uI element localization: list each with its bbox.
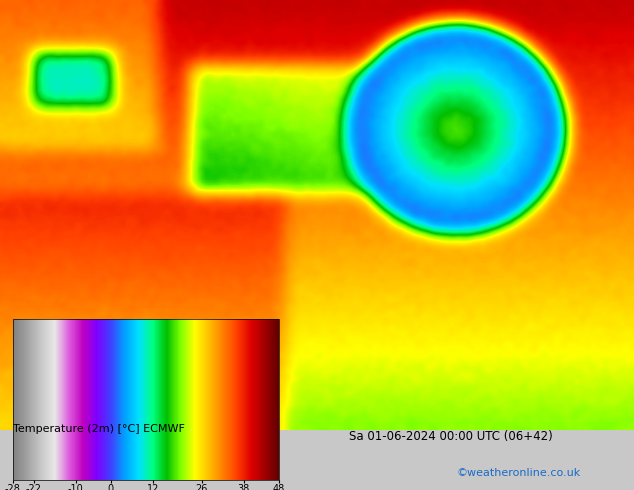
Text: Temperature (2m) [°C] ECMWF: Temperature (2m) [°C] ECMWF [13, 424, 184, 434]
Text: ©weatheronline.co.uk: ©weatheronline.co.uk [456, 468, 581, 478]
Text: Sa 01-06-2024 00:00 UTC (06+42): Sa 01-06-2024 00:00 UTC (06+42) [349, 430, 552, 443]
